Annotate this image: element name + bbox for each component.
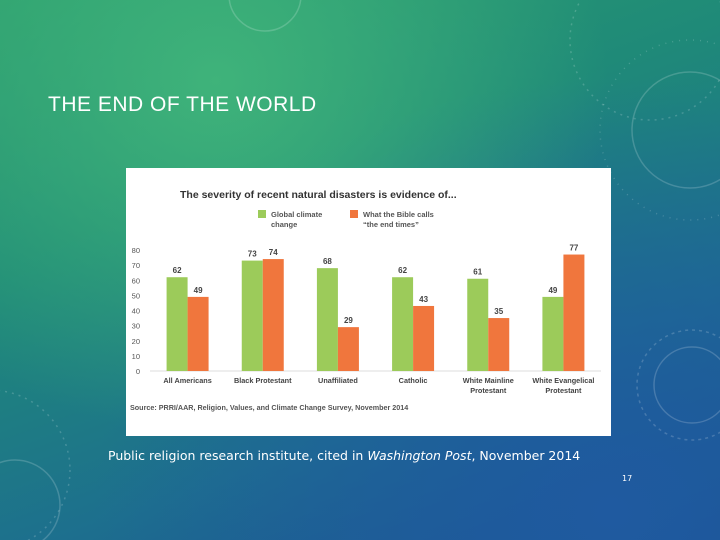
bar — [316, 268, 338, 371]
y-tick-label: 60 — [132, 276, 140, 285]
slide-caption: Public religion research institute, cite… — [108, 448, 580, 463]
bar-value-label: 35 — [494, 307, 503, 316]
bar — [166, 277, 188, 371]
bar-value-label: 73 — [248, 250, 257, 259]
y-tick-label: 50 — [132, 291, 140, 300]
bar — [187, 296, 209, 371]
bar — [542, 296, 564, 371]
x-category-label: All Americans — [163, 376, 211, 385]
x-category-label: White Mainline — [463, 376, 514, 385]
y-tick-label: 40 — [132, 307, 140, 316]
legend-label: “the end times” — [363, 220, 419, 229]
bar — [563, 254, 585, 371]
bar-value-label: 62 — [173, 266, 182, 275]
bar-value-label: 62 — [398, 266, 407, 275]
x-axis: All Americans Black Protestant Unaffiliate… — [163, 376, 594, 395]
bar — [262, 259, 284, 371]
legend-label: What the Bible calls — [363, 210, 434, 219]
bar-value-label: 43 — [419, 295, 428, 304]
x-category-label: Unaffiliated — [318, 376, 358, 385]
bar-value-label: 49 — [194, 286, 203, 295]
bar-value-label: 49 — [548, 286, 557, 295]
caption-publication: Washington Post — [367, 448, 472, 463]
y-axis: 0 10 20 30 40 50 60 70 80 — [132, 246, 601, 376]
y-tick-label: 30 — [132, 322, 140, 331]
y-tick-label: 20 — [132, 337, 140, 346]
caption-prefix: Public religion research institute, cite… — [108, 448, 368, 463]
y-tick-label: 0 — [136, 367, 140, 376]
slide-title: THE END OF THE WORLD — [48, 93, 317, 116]
x-category-label: Catholic — [399, 376, 428, 385]
legend-label: change — [271, 220, 297, 229]
bar — [467, 278, 489, 371]
y-tick-label: 70 — [132, 261, 140, 270]
y-tick-label: 80 — [132, 246, 140, 255]
bar-value-label: 61 — [473, 268, 482, 277]
chart-card: The severity of recent natural disasters… — [126, 168, 611, 436]
legend-swatch — [258, 210, 266, 218]
bar-value-label: 77 — [569, 244, 578, 253]
bar-value-label: 29 — [344, 316, 353, 325]
legend-label: Global climate — [271, 210, 322, 219]
x-category-label: Protestant — [470, 386, 507, 395]
x-category-label: Black Protestant — [234, 376, 292, 385]
x-category-label: White Evangelical — [532, 376, 594, 385]
bar-chart: The severity of recent natural disasters… — [130, 189, 601, 412]
page-number: 17 — [622, 474, 633, 483]
y-tick-label: 10 — [132, 352, 140, 361]
chart-title: The severity of recent natural disasters… — [180, 189, 457, 201]
x-category-label: Protestant — [545, 386, 582, 395]
legend-swatch — [350, 210, 358, 218]
bar — [337, 327, 359, 371]
bar — [488, 318, 510, 371]
bar-value-label: 74 — [269, 248, 278, 257]
caption-suffix: , November 2014 — [471, 448, 581, 463]
bar-value-label: 68 — [323, 257, 332, 266]
bars-group: 62 49 73 74 68 29 62 43 61 35 49 77 — [166, 244, 585, 371]
bar — [392, 277, 414, 371]
chart-source: Source: PRRI/AAR, Religion, Values, and … — [130, 403, 408, 412]
bar — [241, 260, 263, 371]
bar — [413, 305, 435, 371]
